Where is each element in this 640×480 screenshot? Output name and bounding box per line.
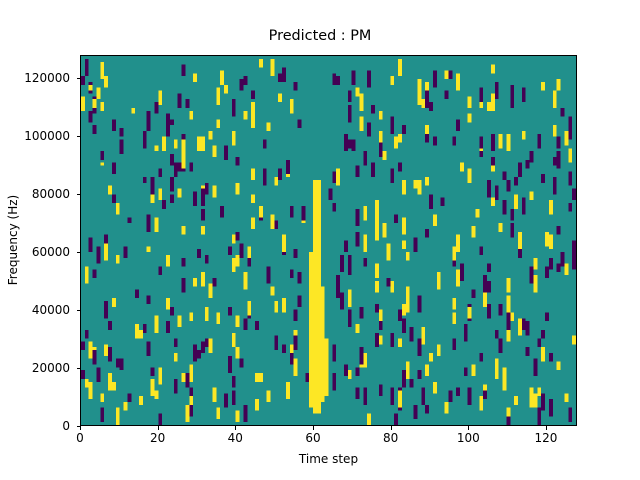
y-axis-label: Frequency (Hz) bbox=[6, 194, 20, 286]
x-tick-mark bbox=[468, 426, 470, 430]
y-tick-mark bbox=[76, 78, 80, 80]
x-tick-label: 100 bbox=[456, 431, 480, 445]
y-tick-mark bbox=[76, 310, 80, 312]
y-tick-mark bbox=[76, 194, 80, 196]
y-tick-label: 20000 bbox=[31, 361, 70, 376]
x-tick-label: 60 bbox=[305, 431, 321, 445]
y-tick-label: 40000 bbox=[31, 303, 70, 318]
x-axis-label: Time step bbox=[298, 452, 359, 466]
x-tick-mark bbox=[235, 426, 237, 430]
x-tick-label: 20 bbox=[150, 431, 166, 445]
y-tick-label: 0 bbox=[62, 419, 70, 433]
x-tick-mark bbox=[390, 426, 392, 430]
y-tick-mark bbox=[76, 426, 80, 428]
x-tick-label: 80 bbox=[382, 431, 399, 445]
y-tick-label: 80000 bbox=[31, 187, 70, 202]
y-tick-label: 100000 bbox=[24, 129, 70, 144]
x-tick-label: 0 bbox=[76, 431, 84, 445]
x-tick-mark bbox=[157, 426, 159, 430]
x-tick-mark bbox=[545, 426, 548, 430]
x-tick-mark bbox=[80, 426, 82, 430]
y-tick-label: 60000 bbox=[31, 245, 70, 260]
y-tick-mark bbox=[76, 368, 80, 370]
y-tick-mark bbox=[76, 252, 80, 254]
heatmap-plot-area bbox=[80, 55, 577, 426]
x-tick-label: 120 bbox=[534, 431, 558, 445]
page-title: Predicted : PM bbox=[268, 28, 372, 44]
x-tick-label: 40 bbox=[227, 431, 243, 445]
heatmap-image bbox=[81, 56, 576, 425]
y-tick-label: 120000 bbox=[24, 71, 70, 86]
x-tick-mark bbox=[312, 426, 315, 430]
y-tick-mark bbox=[76, 136, 80, 138]
